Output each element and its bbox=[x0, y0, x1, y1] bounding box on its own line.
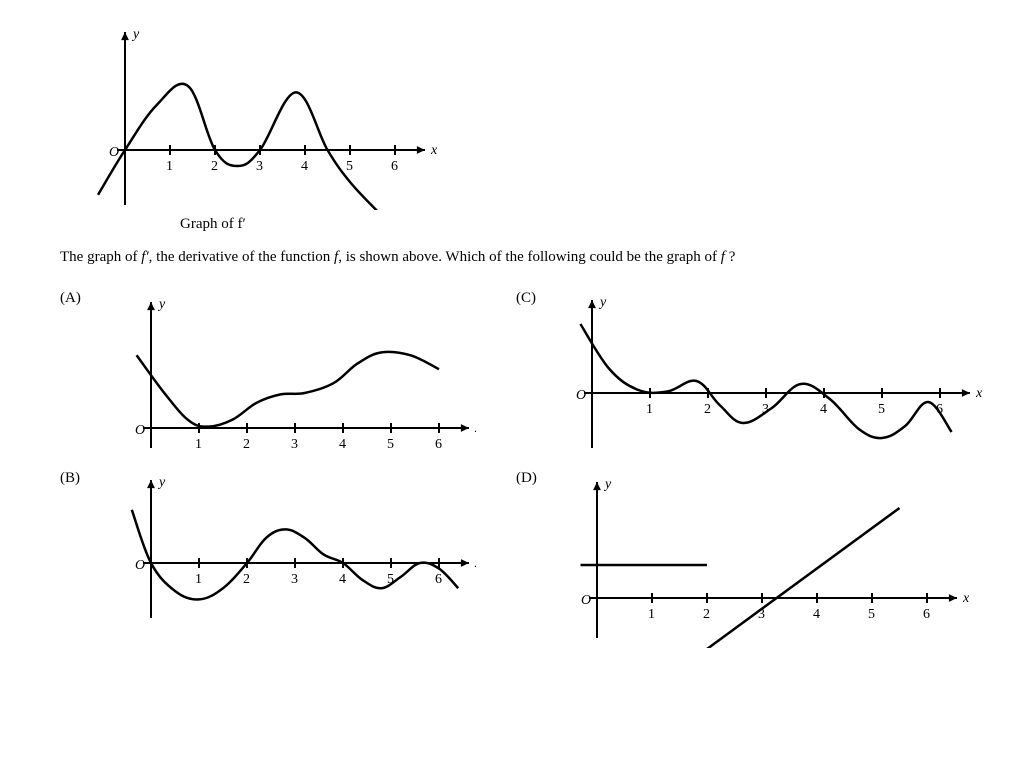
option-a: (A) 1 2 3 4 5 6 Oy x bbox=[60, 288, 476, 458]
svg-text:O: O bbox=[581, 593, 591, 608]
option-a-label: (A) bbox=[60, 288, 88, 307]
option-b: (B) 123456Oyx bbox=[60, 468, 476, 648]
svg-text:x: x bbox=[975, 386, 982, 401]
svg-text:5: 5 bbox=[878, 402, 885, 417]
q-p2: , the derivative of the function bbox=[149, 249, 334, 265]
option-b-label: (B) bbox=[60, 468, 88, 487]
svg-text:y: y bbox=[157, 297, 166, 312]
svg-text:2: 2 bbox=[704, 402, 711, 417]
svg-text:5: 5 bbox=[387, 437, 394, 452]
svg-text:4: 4 bbox=[820, 402, 827, 417]
options-grid: (A) 1 2 3 4 5 6 Oy x (C) 1 2 3 4 5 6 Oy x (B) 1 2 3 4 5 6 Oy… bbox=[60, 288, 980, 648]
svg-text:6: 6 bbox=[391, 159, 398, 174]
svg-text:3: 3 bbox=[291, 572, 298, 587]
svg-text:5: 5 bbox=[868, 607, 875, 622]
svg-text:3: 3 bbox=[291, 437, 298, 452]
option-c-label: (C) bbox=[516, 288, 544, 307]
svg-text:5: 5 bbox=[346, 159, 353, 174]
main-graph-caption: Graph of f′ bbox=[180, 216, 980, 233]
svg-text:4: 4 bbox=[339, 572, 346, 587]
svg-text:3: 3 bbox=[256, 159, 263, 174]
svg-text:y: y bbox=[598, 295, 607, 310]
option-b-graph: 123456Oyx bbox=[96, 468, 476, 628]
caption-text: Graph of f′ bbox=[180, 216, 246, 232]
q-p4: ? bbox=[725, 249, 735, 265]
svg-text:x: x bbox=[474, 421, 476, 436]
svg-text:4: 4 bbox=[301, 159, 308, 174]
svg-text:1: 1 bbox=[166, 159, 173, 174]
svg-text:6: 6 bbox=[435, 437, 442, 452]
svg-text:2: 2 bbox=[703, 607, 710, 622]
svg-text:O: O bbox=[576, 388, 586, 403]
option-d-graph: 123456Oyx bbox=[552, 468, 972, 648]
svg-text:1: 1 bbox=[648, 607, 655, 622]
q-fprime: f′ bbox=[141, 249, 148, 265]
svg-text:1: 1 bbox=[195, 572, 202, 587]
option-c: (C) 123456Oyx bbox=[516, 288, 982, 458]
option-d-label: (D) bbox=[516, 468, 544, 487]
svg-text:6: 6 bbox=[923, 607, 930, 622]
svg-text:y: y bbox=[131, 27, 140, 42]
svg-text:O: O bbox=[135, 423, 145, 438]
svg-text:2: 2 bbox=[211, 159, 218, 174]
svg-text:O: O bbox=[135, 558, 145, 573]
question-text: The graph of f′, the derivative of the f… bbox=[60, 247, 980, 268]
svg-text:2: 2 bbox=[243, 572, 250, 587]
svg-text:2: 2 bbox=[243, 437, 250, 452]
svg-text:1: 1 bbox=[195, 437, 202, 452]
option-a-graph: 1 2 3 4 5 6 Oy x bbox=[96, 288, 476, 458]
q-p1: The graph of bbox=[60, 249, 141, 265]
graph-of-f-prime: 1 2 3 4 5 6 Oy x bbox=[70, 20, 440, 210]
svg-text:x: x bbox=[474, 556, 476, 571]
q-p3: , is shown above. Which of the following… bbox=[338, 249, 721, 265]
svg-text:x: x bbox=[962, 591, 970, 606]
main-graph-container: 1 2 3 4 5 6 Oy x bbox=[70, 20, 980, 210]
svg-text:4: 4 bbox=[339, 437, 346, 452]
option-d: (D) 123456Oyx bbox=[516, 468, 982, 648]
option-c-graph: 123456Oyx bbox=[552, 288, 982, 458]
svg-text:y: y bbox=[603, 477, 612, 492]
svg-text:4: 4 bbox=[813, 607, 820, 622]
svg-text:x: x bbox=[430, 143, 438, 158]
svg-text:y: y bbox=[157, 475, 166, 490]
svg-text:1: 1 bbox=[646, 402, 653, 417]
svg-text:O: O bbox=[109, 145, 119, 160]
question-page: 1 2 3 4 5 6 Oy x Graph of f′ The graph of f′, t… bbox=[40, 20, 980, 648]
svg-text:6: 6 bbox=[435, 572, 442, 587]
